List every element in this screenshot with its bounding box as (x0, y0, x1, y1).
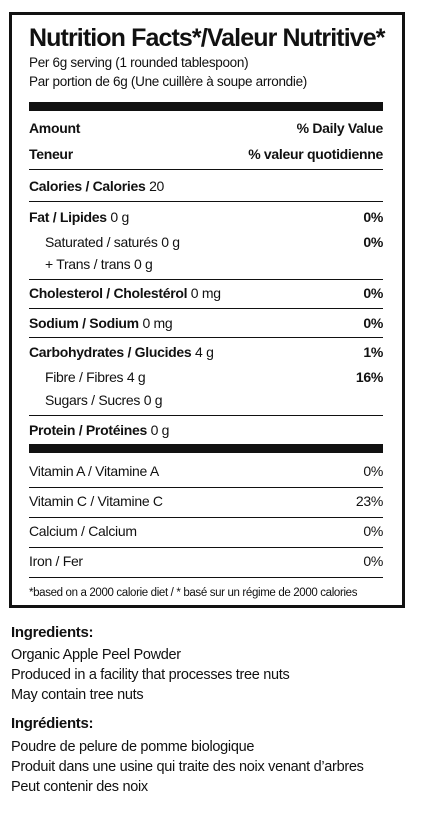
nutrition-facts-panel: Nutrition Facts*/Valeur Nutritive* Per 6… (9, 12, 405, 608)
iron-dv: 0% (363, 553, 383, 569)
fat-amount: 0 g (110, 209, 129, 225)
calcium-row: Calcium / Calcium 0% (29, 522, 383, 540)
cholesterol-row: Cholesterol / Cholestérol 0 mg 0% (29, 284, 383, 302)
ingredients-heading-en: Ingredients: (11, 624, 94, 641)
cholesterol-dv: 0% (363, 285, 383, 301)
calcium-dv: 0% (363, 523, 383, 539)
protein-label: Protein / Protéines (29, 422, 147, 438)
divider (29, 201, 383, 202)
thick-divider (29, 444, 383, 453)
amount-label: Amount (29, 120, 81, 136)
sodium-label: Sodium / Sodium (29, 315, 139, 331)
divider (29, 279, 383, 280)
divider (29, 337, 383, 338)
vitamin-c-row: Vitamin C / Vitamine C 23% (29, 492, 383, 510)
trans-label: + Trans / trans (45, 256, 131, 272)
fibre-dv: 16% (355, 369, 383, 385)
ingredient-line: Produit dans une usine qui traite des no… (11, 759, 364, 775)
ingredient-line: Produced in a facility that processes tr… (11, 667, 290, 683)
ingredient-line: May contain tree nuts (11, 687, 144, 703)
divider (29, 517, 383, 518)
saturated-amount: 0 g (161, 234, 180, 250)
carbohydrates-row: Carbohydrates / Glucides 4 g 1% (29, 343, 383, 361)
teneur-label: Teneur (29, 146, 73, 162)
fat-label: Fat / Lipides (29, 209, 107, 225)
calories-value: 20 (149, 178, 165, 194)
protein-amount: 0 g (150, 422, 170, 438)
fibre-row: Fibre / Fibres 4 g 16% (29, 368, 383, 386)
divider (29, 308, 383, 309)
divider (29, 547, 383, 548)
fat-dv: 0% (363, 209, 383, 225)
calories-label: Calories / Calories (29, 178, 146, 194)
ingredients-heading-fr: Ingrédients: (11, 715, 94, 732)
panel-title: Nutrition Facts*/Valeur Nutritive* (29, 24, 386, 52)
vitamin-a-dv: 0% (363, 463, 383, 479)
vitamin-a-label: Vitamin A / Vitamine A (29, 463, 159, 479)
sodium-dv: 0% (363, 315, 383, 331)
protein-row: Protein / Protéines 0 g (29, 421, 383, 439)
vitamin-c-label: Vitamin C / Vitamine C (29, 493, 163, 509)
thick-divider (29, 102, 383, 111)
iron-row: Iron / Fer 0% (29, 552, 383, 570)
serving-size-en: Per 6g serving (1 rounded tablespoon) (29, 55, 249, 70)
carbohydrates-dv: 1% (363, 344, 383, 360)
trans-row: + Trans / trans 0 g (29, 255, 383, 273)
iron-label: Iron / Fer (29, 553, 83, 569)
divider (29, 169, 383, 170)
fibre-amount: 4 g (126, 369, 146, 385)
sugars-label: Sugars / Sucres (45, 392, 141, 408)
amount-header-fr: Teneur % valeur quotidienne (29, 145, 383, 163)
sodium-row: Sodium / Sodium 0 mg 0% (29, 314, 383, 332)
sugars-amount: 0 g (143, 392, 163, 408)
fibre-label: Fibre / Fibres (45, 369, 124, 385)
divider (29, 487, 383, 488)
calories-row: Calories / Calories 20 (29, 177, 383, 195)
vitamin-a-row: Vitamin A / Vitamine A 0% (29, 462, 383, 480)
amount-header-en: Amount % Daily Value (29, 119, 383, 137)
trans-amount: 0 g (133, 256, 153, 272)
ingredient-line: Peut contenir des noix (11, 779, 148, 795)
carbohydrates-amount: 4 g (195, 344, 214, 360)
footnote: *based on a 2000 calorie diet / * basé s… (29, 587, 358, 599)
serving-size-fr: Par portion de 6g (Une cuillère à soupe … (29, 74, 307, 89)
divider (29, 577, 383, 578)
valeur-quotidienne-label: % valeur quotidienne (248, 146, 383, 162)
vitamin-c-dv: 23% (355, 493, 383, 509)
daily-value-label: % Daily Value (296, 120, 384, 136)
calcium-label: Calcium / Calcium (29, 523, 137, 539)
fat-row: Fat / Lipides 0 g 0% (29, 208, 383, 226)
sodium-amount: 0 mg (142, 315, 173, 331)
cholesterol-label: Cholesterol / Cholestérol (29, 285, 188, 301)
carbohydrates-label: Carbohydrates / Glucides (29, 344, 192, 360)
sugars-row: Sugars / Sucres 0 g (29, 391, 383, 409)
divider (29, 415, 383, 416)
saturated-row: Saturated / saturés 0 g 0% (29, 233, 383, 251)
ingredient-line: Poudre de pelure de pomme biologique (11, 739, 255, 755)
ingredient-line: Organic Apple Peel Powder (11, 647, 181, 663)
saturated-label: Saturated / saturés (45, 234, 158, 250)
cholesterol-amount: 0 mg (190, 285, 221, 301)
saturated-dv: 0% (363, 234, 383, 250)
